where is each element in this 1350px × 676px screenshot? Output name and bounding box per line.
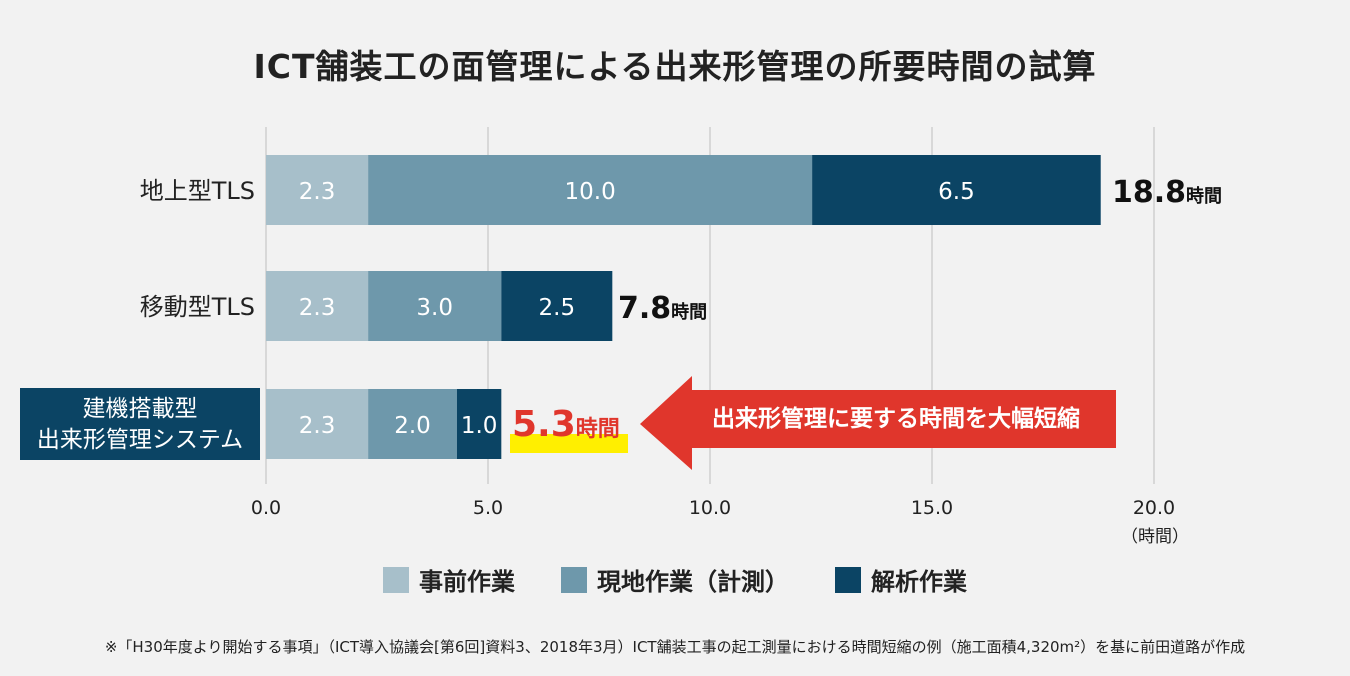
x-axis-unit-label: （時間） bbox=[1121, 527, 1189, 547]
bar-1-1 bbox=[368, 271, 502, 341]
bar-1-2 bbox=[501, 271, 613, 341]
bar-label-1-1: 3.0 bbox=[416, 295, 453, 321]
legend-label-analysis-work: 解析作業 bbox=[871, 568, 967, 596]
bar-label-0-2: 6.5 bbox=[938, 179, 975, 205]
total-unit-0: 時間 bbox=[1186, 186, 1222, 207]
x-tick-label-0: 0.0 bbox=[251, 497, 281, 519]
chart-title: ICT舗装工の面管理による出来形管理の所要時間の試算 bbox=[253, 47, 1097, 86]
total-unit-1: 時間 bbox=[671, 302, 707, 323]
total-value-1: 7.8 bbox=[618, 291, 671, 326]
x-tick-label-2: 10.0 bbox=[689, 497, 731, 519]
legend-label-field-work: 現地作業（計測） bbox=[597, 568, 789, 596]
bar-0-1 bbox=[368, 155, 813, 225]
annotation-text: 出来形管理に要する時間を大幅短縮 bbox=[712, 405, 1080, 432]
total-value-2: 5.3 bbox=[512, 404, 576, 445]
footnote: ※「H30年度より開始する事項」（ICT導入協議会[第6回]資料3、2018年3… bbox=[104, 638, 1246, 656]
category-label-0: 地上型TLS bbox=[140, 177, 255, 205]
legend: 事前作業 現地作業（計測） 解析作業 bbox=[0, 562, 1350, 597]
total-highlight-2 bbox=[510, 434, 628, 453]
bar-1-0 bbox=[266, 271, 369, 341]
legend-item-pre-work: 事前作業 bbox=[383, 562, 515, 597]
category-label-box bbox=[20, 388, 260, 460]
legend-item-field-work: 現地作業（計測） bbox=[561, 562, 789, 597]
bar-0-2 bbox=[812, 155, 1101, 225]
category-label-2-line-0: 建機搭載型 bbox=[83, 396, 198, 422]
bar-2-1 bbox=[368, 389, 457, 459]
bar-label-2-0: 2.3 bbox=[299, 413, 336, 439]
bar-label-1-0: 2.3 bbox=[299, 295, 336, 321]
bar-label-2-1: 2.0 bbox=[394, 413, 431, 439]
bar-2-2 bbox=[456, 389, 502, 459]
category-label-1: 移動型TLS bbox=[140, 293, 255, 321]
legend-swatch-field-work bbox=[561, 566, 587, 593]
bar-label-2-2: 1.0 bbox=[461, 413, 498, 439]
total-label-1: 7.8時間 bbox=[618, 291, 707, 326]
legend-item-analysis-work: 解析作業 bbox=[835, 562, 967, 597]
total-value-0: 18.8 bbox=[1112, 175, 1186, 210]
bar-label-1-2: 2.5 bbox=[539, 295, 576, 321]
bar-0-0 bbox=[266, 155, 369, 225]
x-tick-label-1: 5.0 bbox=[473, 497, 503, 519]
x-tick-label-3: 15.0 bbox=[911, 497, 953, 519]
annotation-arrow bbox=[640, 376, 1116, 470]
bar-2-0 bbox=[266, 389, 369, 459]
bar-label-0-0: 2.3 bbox=[299, 179, 336, 205]
total-unit-2: 時間 bbox=[576, 417, 620, 442]
legend-label-pre-work: 事前作業 bbox=[419, 568, 515, 596]
legend-swatch-pre-work bbox=[383, 566, 409, 593]
bar-label-0-1: 10.0 bbox=[565, 179, 616, 205]
total-label-0: 18.8時間 bbox=[1112, 175, 1222, 210]
category-label-2-line-1: 出来形管理システム bbox=[37, 427, 243, 453]
legend-swatch-analysis-work bbox=[835, 566, 861, 593]
x-tick-label-4: 20.0 bbox=[1133, 497, 1175, 519]
total-label-2: 5.3時間 bbox=[512, 404, 620, 445]
